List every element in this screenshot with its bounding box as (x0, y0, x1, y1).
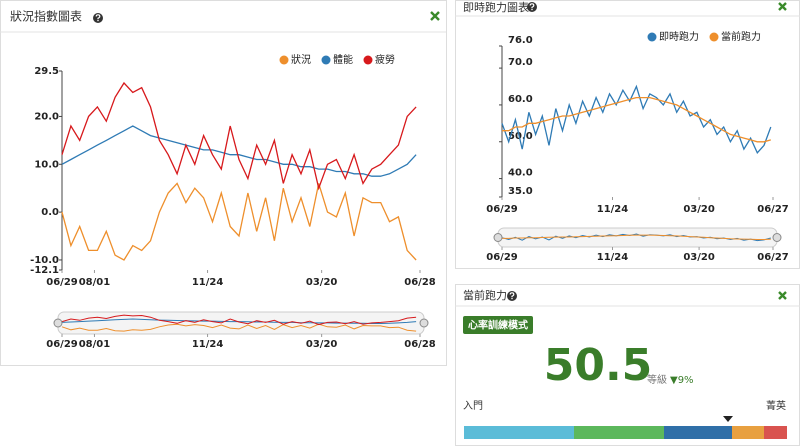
legend-swatch (363, 55, 373, 65)
x-tick-label: 11/24 (597, 252, 629, 263)
legend-swatch (709, 32, 719, 42)
x-tick-label: 06/28 (404, 277, 436, 288)
legend-swatch (647, 32, 657, 42)
x-tick-label: 06/29 (46, 339, 78, 350)
series-line (502, 96, 771, 143)
scale-min-label: 入門 (463, 400, 483, 412)
panel-run-power (455, 0, 800, 269)
x-tick-label: 03/20 (683, 204, 715, 215)
navigator-line (61, 314, 417, 326)
y-tick-label: 0.0 (41, 207, 59, 218)
navigator-line (61, 323, 417, 332)
legend-label: 狀況 (291, 53, 311, 66)
level-marker (723, 416, 733, 422)
navigator-handle (419, 318, 429, 328)
help-icon[interactable] (93, 13, 103, 23)
x-tick-label: 11/24 (192, 339, 224, 350)
x-tick-label: 08/01 (79, 339, 111, 350)
y-tick-label: 29.5 (34, 66, 59, 77)
level-label: 等級 (647, 373, 667, 386)
mode-badge (463, 316, 533, 334)
help-icon[interactable] (507, 291, 517, 301)
panel-title: 當前跑力 (463, 288, 507, 302)
x-tick-label: 08/01 (79, 277, 111, 288)
x-tick-label: 06/29 (486, 252, 518, 263)
series-line (61, 81, 417, 191)
x-tick-label: 06/29 (486, 204, 518, 215)
legend-label: 體能 (333, 53, 353, 66)
x-tick-label: 06/28 (404, 339, 436, 350)
y-tick-label: 40.0 (508, 168, 533, 179)
current-value: 50.5 (544, 340, 653, 391)
close-icon[interactable] (430, 2, 787, 300)
legend-label: 疲勞 (375, 53, 395, 66)
navigator-handle (493, 233, 503, 242)
level-scale (464, 426, 787, 439)
panel-title: 狀況指數圖表 (10, 9, 82, 24)
legend-swatch (279, 55, 289, 65)
scale-max-label: 菁英 (766, 399, 786, 412)
y-tick-label: 35.0 (508, 186, 533, 197)
y-tick-label: -10.0 (30, 255, 59, 266)
y-tick-label: 20.0 (34, 111, 59, 122)
y-tick-label: 70.0 (508, 57, 533, 68)
x-tick-label: 06/29 (46, 277, 78, 288)
panel-current (455, 284, 800, 446)
legend-label: 當前跑力 (721, 30, 761, 43)
x-tick-label: 03/20 (683, 252, 715, 263)
panel-title: 即時跑力圖表 (463, 0, 529, 14)
help-icon[interactable] (527, 2, 537, 12)
x-tick-label: 06/27 (757, 252, 789, 263)
level-change: ▼9% (670, 375, 694, 386)
legend-label: 即時跑力 (659, 30, 699, 43)
series-line (61, 125, 417, 177)
x-tick-label: 11/24 (597, 204, 629, 215)
y-tick-label: 76.0 (508, 35, 533, 46)
x-tick-label: 03/20 (306, 339, 338, 350)
y-tick-label: 60.0 (508, 94, 533, 105)
series-line (61, 182, 417, 261)
legend-swatch (321, 55, 331, 65)
mode-badge-text: 心率訓練模式 (468, 319, 528, 332)
y-tick-label: 50.0 (508, 131, 533, 142)
x-tick-label: 03/20 (306, 277, 338, 288)
y-tick-label: 10.0 (34, 159, 59, 170)
navigator-handle (53, 318, 63, 328)
x-tick-label: 06/27 (757, 204, 789, 215)
navigator-line (502, 234, 771, 240)
x-tick-label: 11/24 (192, 277, 224, 288)
navigator-handle (772, 233, 782, 242)
y-tick-label: -12.1 (30, 265, 59, 276)
